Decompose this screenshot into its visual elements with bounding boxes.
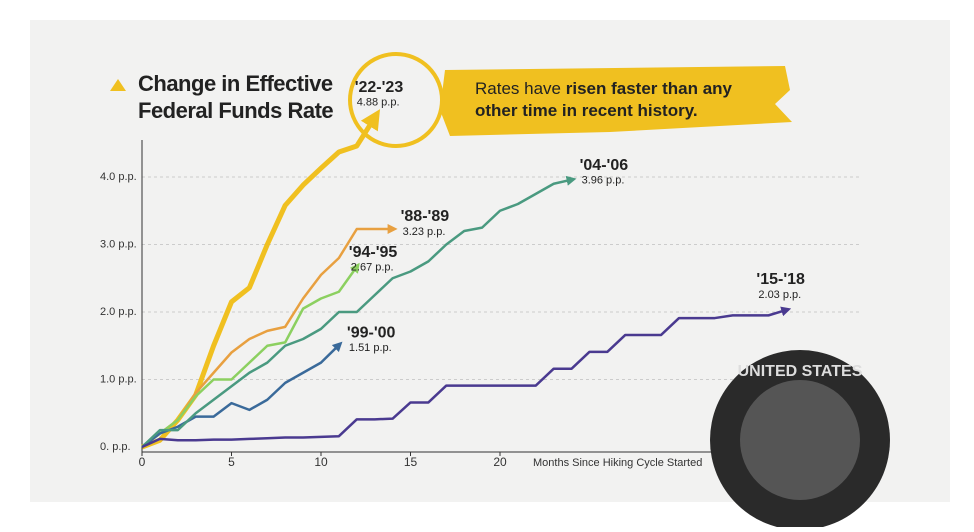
series-name: '88-'89 bbox=[401, 208, 450, 225]
end-label: 3.23 p.p. bbox=[403, 226, 446, 238]
chart-title: Change in Effective Federal Funds Rate bbox=[138, 71, 334, 123]
x-tick-label: 5 bbox=[228, 455, 235, 469]
series-name: '15-'18 bbox=[756, 271, 805, 288]
annotation: Rates have risen faster than any other t… bbox=[475, 78, 755, 122]
x-tick-label: 20 bbox=[493, 455, 507, 469]
annotation-text: Rates have bbox=[475, 79, 566, 98]
end-label: 3.96 p.p. bbox=[582, 175, 625, 187]
series-line bbox=[141, 306, 792, 449]
highlight-circle bbox=[348, 52, 444, 148]
series-name: '22-'23 bbox=[355, 79, 404, 96]
series-name: '94-'95 bbox=[349, 244, 398, 261]
end-label: 1.51 p.p. bbox=[349, 342, 392, 354]
series-name: '99-'00 bbox=[347, 324, 396, 341]
series-name: '04-'06 bbox=[580, 157, 629, 174]
y-tick-label: 4.0 p.p. bbox=[100, 171, 137, 183]
annotation-bold: risen faster than any bbox=[565, 79, 733, 98]
annotation-bold: other time in recent history. bbox=[475, 101, 698, 120]
series-line bbox=[141, 341, 343, 448]
y-tick-label: 3.0 p.p. bbox=[100, 238, 137, 250]
banner bbox=[440, 66, 792, 136]
x-tick-label: 0 bbox=[139, 455, 146, 469]
seal-text: UNITED STATES bbox=[738, 363, 863, 380]
end-label: 4.88 p.p. bbox=[357, 97, 400, 109]
seal: UNITED STATES bbox=[710, 350, 890, 530]
series-line bbox=[141, 262, 360, 448]
seal-inner bbox=[740, 380, 860, 500]
x-tick-label: 15 bbox=[404, 455, 418, 469]
y-tick-label: 2.0 p.p. bbox=[100, 306, 137, 318]
title-icon bbox=[110, 79, 126, 91]
series-line bbox=[141, 175, 577, 448]
end-label: 2.03 p.p. bbox=[758, 289, 801, 301]
end-label: 2.67 p.p. bbox=[351, 262, 394, 274]
x-axis-label: Months Since Hiking Cycle Started bbox=[533, 457, 702, 469]
x-tick-label: 10 bbox=[314, 455, 328, 469]
y-tick-label: 0. p.p. bbox=[100, 441, 131, 453]
y-tick-label: 1.0 p.p. bbox=[100, 373, 137, 385]
